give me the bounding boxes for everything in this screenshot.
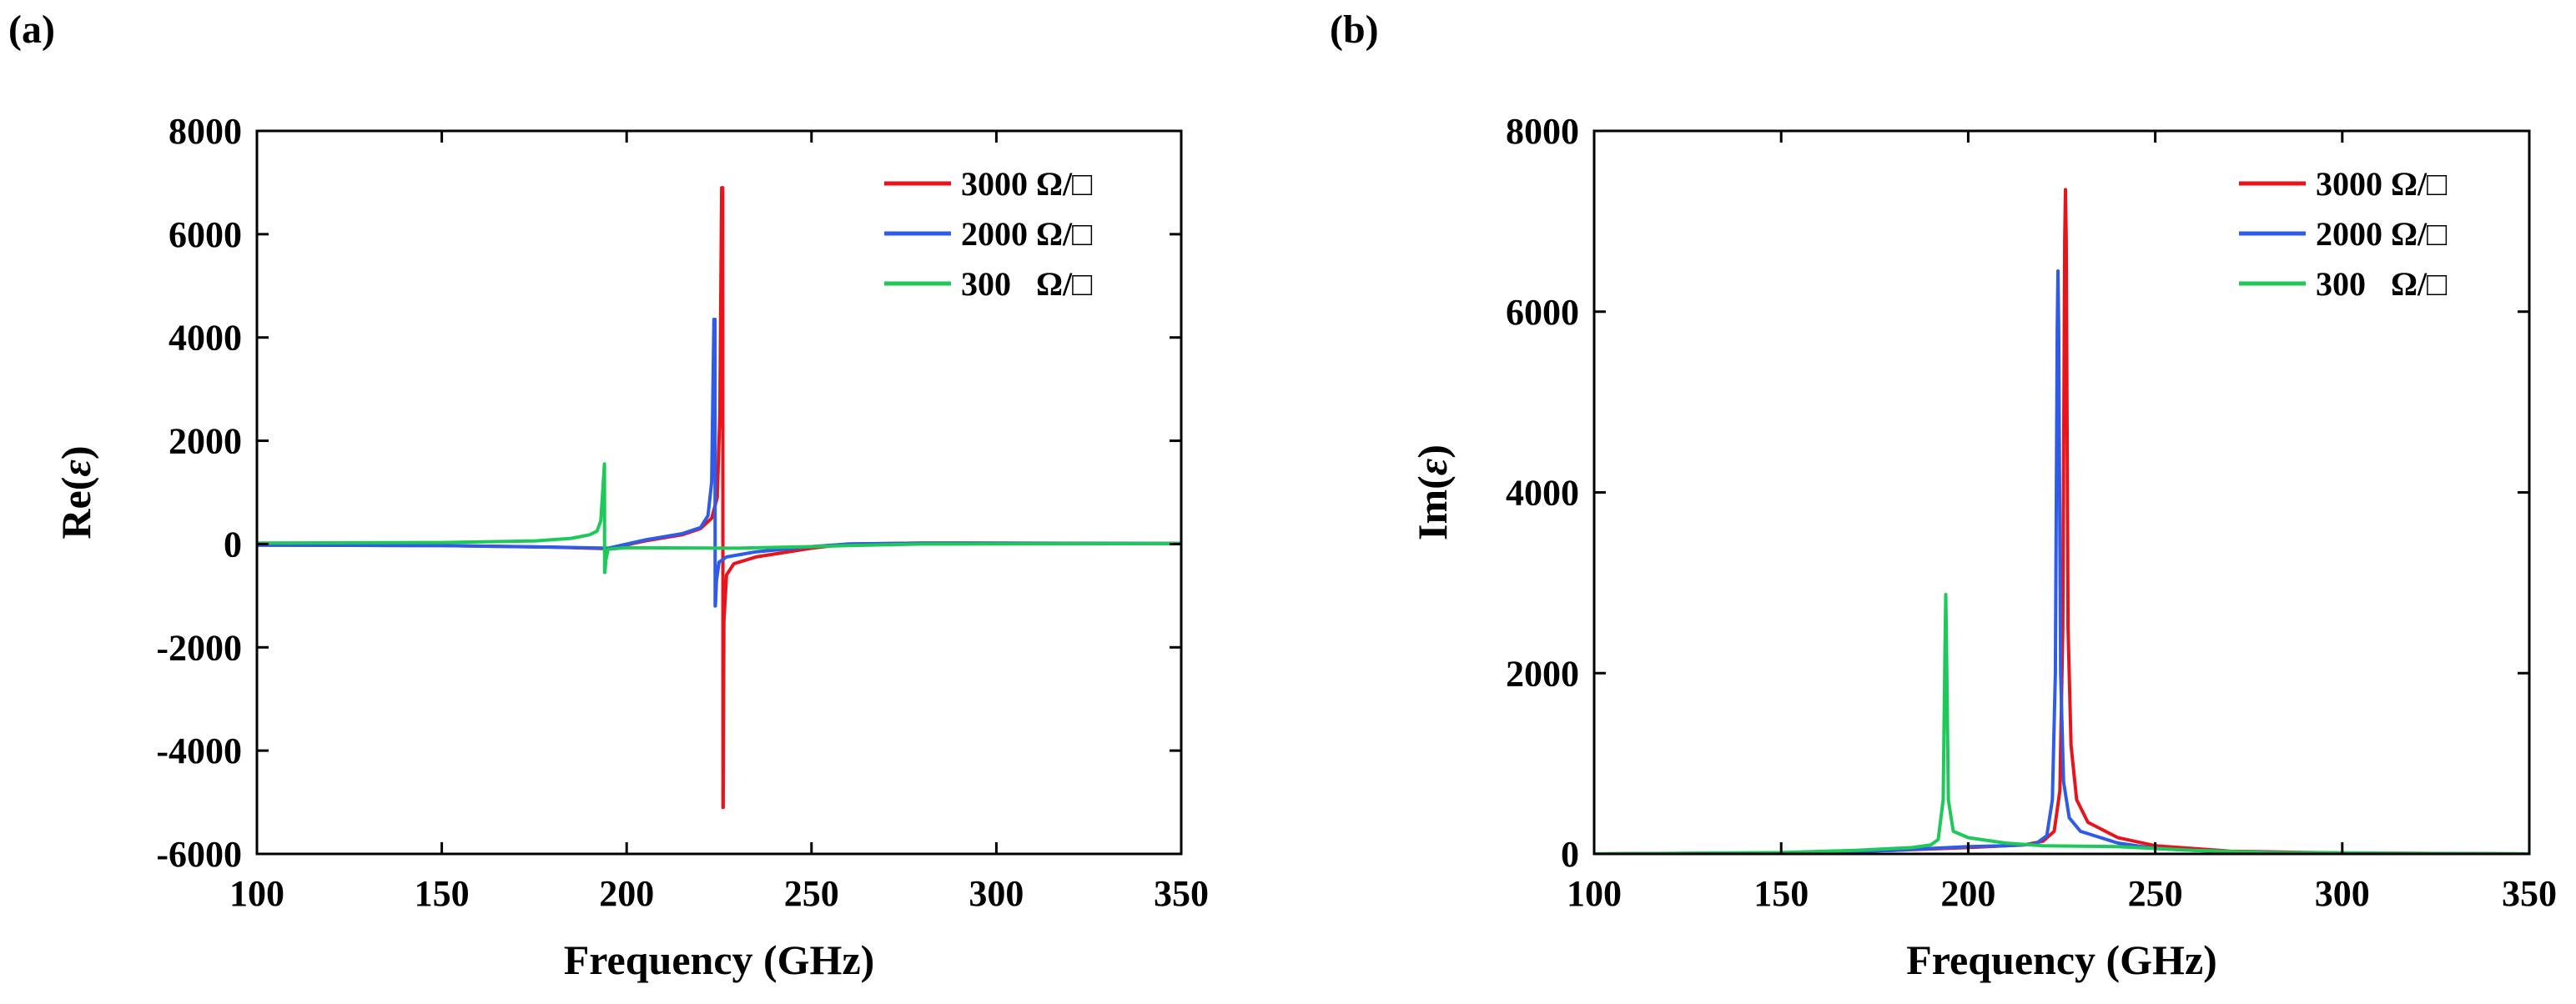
series-line-3 xyxy=(257,462,1181,575)
y-axis-title: Im(ε) xyxy=(1409,444,1456,540)
x-tick-label: 200 xyxy=(599,873,654,914)
y-tick-label: 4000 xyxy=(169,318,242,359)
y-tick-label: 8000 xyxy=(1506,111,1579,152)
y-tick-label: 0 xyxy=(224,524,242,565)
y-tick-label: -6000 xyxy=(156,834,242,875)
series-line-3 xyxy=(1594,593,2529,854)
panel-label-a: (a) xyxy=(8,8,55,52)
y-tick-label: -4000 xyxy=(156,730,242,771)
x-tick-label: 250 xyxy=(784,873,839,914)
panel-a: (a) 100 150 200 250 300 350 -6000 -4000 -2000 0 20… xyxy=(8,8,1209,983)
y-axis-title: Re(ε) xyxy=(53,445,99,539)
legend-label-2: 2000 Ω/□ xyxy=(2316,215,2447,253)
plot-frame xyxy=(255,129,1183,856)
x-tick-label: 300 xyxy=(969,873,1024,914)
chart-im-epsilon: 100 150 200 250 300 350 0 2000 4000 6000 8000 Frequ… xyxy=(1409,111,2557,983)
y-tick-label: 6000 xyxy=(1506,292,1579,333)
series-group xyxy=(257,186,1181,810)
x-tick-label: 100 xyxy=(1567,873,1622,914)
panel-b: (b) 100 150 200 250 300 350 0 2000 4000 6000 8000 F… xyxy=(1288,0,2576,1004)
x-tick-label: 250 xyxy=(2128,873,2183,914)
x-axis-title: Frequency (GHz) xyxy=(1906,936,2217,983)
x-tick-label: 150 xyxy=(415,873,470,914)
legend-label-1: 3000 Ω/□ xyxy=(2316,165,2447,203)
y-tick-label: 6000 xyxy=(169,214,242,255)
y-tick-label: 2000 xyxy=(169,421,242,462)
chart-re-epsilon: 100 150 200 250 300 350 -6000 -4000 -2000 0 2000 40… xyxy=(53,111,1209,983)
legend-label-3: 300 Ω/□ xyxy=(961,265,1092,303)
y-tick-label: 4000 xyxy=(1506,473,1579,514)
y-tick-label: 0 xyxy=(1561,834,1579,875)
x-tick-label: 300 xyxy=(2315,873,2370,914)
y-tick-label: 2000 xyxy=(1506,653,1579,694)
y-tick-label: 8000 xyxy=(169,111,242,152)
y-tick-label: -2000 xyxy=(156,627,242,668)
legend-label-2: 2000 Ω/□ xyxy=(961,215,1092,253)
panel-label-b: (b) xyxy=(1330,8,1379,52)
x-tick-label: 350 xyxy=(2502,873,2557,914)
series-group xyxy=(1594,188,2529,854)
x-tick-label: 350 xyxy=(1154,873,1209,914)
x-tick-label: 200 xyxy=(1940,873,1995,914)
legend-label-3: 300 Ω/□ xyxy=(2316,265,2447,303)
x-tick-label: 100 xyxy=(229,873,284,914)
x-tick-label: 150 xyxy=(1753,873,1809,914)
x-axis-title: Frequency (GHz) xyxy=(564,936,875,983)
legend-label-1: 3000 Ω/□ xyxy=(961,165,1092,203)
